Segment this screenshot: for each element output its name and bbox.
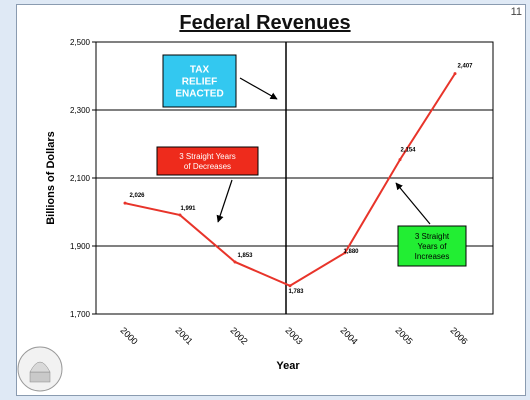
- y-tick-label: 2,300: [70, 106, 91, 115]
- data-label: 1,880: [343, 249, 359, 255]
- data-label: 2,407: [457, 64, 473, 70]
- capitol-seal-dome: [29, 361, 51, 373]
- decreases-arrow: [216, 179, 233, 223]
- tax-relief-annotation-text: RELIEF: [182, 77, 218, 88]
- decreases-annotation: [156, 146, 259, 176]
- tax-relief-arrow: [239, 77, 278, 100]
- x-tick-label: 2001: [174, 325, 195, 346]
- data-point: [288, 284, 292, 288]
- increases-arrow: [395, 182, 431, 225]
- x-tick-label: 2000: [119, 325, 140, 346]
- data-point: [453, 72, 457, 76]
- data-label: 1,991: [180, 206, 196, 212]
- decreases-annotation-text: of Decreases: [184, 162, 231, 171]
- x-tick-label: 2002: [229, 325, 250, 346]
- decreases-annotation-text: 3 Straight Years: [179, 152, 235, 161]
- data-label: 1,853: [237, 253, 253, 259]
- increases-annotation-text: 3 Straight: [415, 232, 450, 241]
- data-point: [398, 158, 402, 162]
- x-tick-label: 2005: [394, 325, 415, 346]
- data-point: [343, 251, 347, 255]
- data-point: [233, 260, 237, 264]
- x-tick-label: 2006: [449, 325, 470, 346]
- chart-title: Federal Revenues: [179, 12, 351, 34]
- tax-relief-annotation: [162, 54, 237, 108]
- tax-relief-annotation-text: TAX: [190, 65, 210, 76]
- increases-annotation-text: Years of: [417, 242, 447, 251]
- y-tick-label: 2,100: [70, 174, 91, 183]
- increases-annotation: [397, 225, 467, 267]
- data-point: [123, 201, 127, 205]
- y-tick-label: 2,500: [70, 38, 91, 47]
- x-tick-label: 2003: [284, 325, 305, 346]
- data-label: 2,026: [129, 193, 145, 199]
- tax-relief-annotation-text: ENACTED: [175, 89, 223, 100]
- x-tick-label: 2004: [339, 325, 360, 346]
- y-axis-title: Billions of Dollars: [45, 131, 57, 225]
- y-tick-label: 1,900: [70, 242, 91, 251]
- data-point: [178, 213, 182, 217]
- x-axis-title: Year: [276, 360, 300, 372]
- y-tick-label: 1,700: [70, 310, 91, 319]
- capitol-seal-base: [29, 371, 51, 383]
- increases-annotation-text: Increases: [415, 252, 450, 261]
- page-number: 11: [510, 6, 522, 18]
- data-label: 1,783: [288, 289, 304, 295]
- data-label: 2,154: [400, 148, 416, 154]
